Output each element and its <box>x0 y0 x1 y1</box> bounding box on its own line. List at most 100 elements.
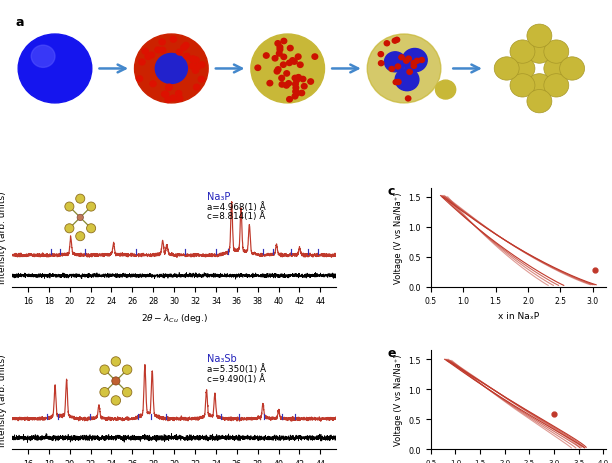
Circle shape <box>544 58 569 81</box>
Circle shape <box>292 94 298 100</box>
Circle shape <box>176 91 182 97</box>
Circle shape <box>286 61 293 66</box>
Circle shape <box>286 97 293 103</box>
Circle shape <box>275 68 281 73</box>
Circle shape <box>189 64 195 70</box>
X-axis label: x in NaₓP: x in NaₓP <box>498 311 539 320</box>
Circle shape <box>142 49 148 55</box>
Y-axis label: Intensity (arb. units): Intensity (arb. units) <box>0 191 7 284</box>
Circle shape <box>280 63 286 68</box>
Text: Na₃Sb: Na₃Sb <box>206 354 236 363</box>
Circle shape <box>292 76 298 81</box>
Circle shape <box>284 72 289 77</box>
Circle shape <box>198 77 204 83</box>
Circle shape <box>191 57 197 63</box>
Circle shape <box>170 38 176 43</box>
Circle shape <box>293 82 298 88</box>
Circle shape <box>184 54 190 60</box>
Y-axis label: Voltage (V vs Na/Na⁺): Voltage (V vs Na/Na⁺) <box>394 192 403 283</box>
Circle shape <box>181 45 187 51</box>
Circle shape <box>176 96 182 102</box>
Circle shape <box>165 98 171 103</box>
Circle shape <box>166 85 172 91</box>
Circle shape <box>411 64 417 69</box>
Circle shape <box>559 58 584 81</box>
Circle shape <box>544 75 569 98</box>
Circle shape <box>296 75 301 81</box>
Circle shape <box>297 63 303 68</box>
Circle shape <box>527 75 552 98</box>
Circle shape <box>279 76 285 81</box>
Circle shape <box>389 67 395 72</box>
Circle shape <box>406 97 411 102</box>
Circle shape <box>283 83 289 89</box>
Circle shape <box>176 50 182 56</box>
Circle shape <box>193 58 200 64</box>
Circle shape <box>160 48 166 54</box>
Circle shape <box>419 58 425 63</box>
Circle shape <box>384 42 390 47</box>
Text: c=9.490(1) Å: c=9.490(1) Å <box>206 373 265 383</box>
Circle shape <box>308 80 313 85</box>
Circle shape <box>406 57 411 62</box>
Circle shape <box>527 90 552 113</box>
Circle shape <box>277 52 282 57</box>
Circle shape <box>527 25 552 48</box>
Circle shape <box>527 41 552 64</box>
Circle shape <box>195 64 201 70</box>
Circle shape <box>281 39 286 44</box>
Circle shape <box>289 58 296 64</box>
Circle shape <box>148 53 155 59</box>
Circle shape <box>510 58 535 81</box>
Circle shape <box>301 84 307 90</box>
Circle shape <box>277 48 283 53</box>
Circle shape <box>31 46 55 68</box>
Circle shape <box>291 60 297 65</box>
Circle shape <box>162 92 168 98</box>
Text: a=5.350(1) Å: a=5.350(1) Å <box>206 363 266 373</box>
Circle shape <box>312 55 318 60</box>
Circle shape <box>395 65 401 70</box>
Circle shape <box>510 75 535 98</box>
Circle shape <box>274 69 280 75</box>
Circle shape <box>155 48 161 54</box>
Circle shape <box>286 81 291 87</box>
Circle shape <box>407 70 412 75</box>
Circle shape <box>378 62 384 67</box>
Circle shape <box>166 86 172 91</box>
Circle shape <box>399 56 404 61</box>
Circle shape <box>392 39 398 44</box>
Circle shape <box>277 45 283 51</box>
Text: Na₃P: Na₃P <box>206 191 230 201</box>
Text: e: e <box>387 347 395 360</box>
Circle shape <box>367 35 441 104</box>
Circle shape <box>414 59 420 64</box>
Circle shape <box>192 69 198 74</box>
Circle shape <box>396 80 401 85</box>
Circle shape <box>155 54 187 84</box>
Circle shape <box>393 81 398 86</box>
Y-axis label: Voltage (V vs Na/Na⁺): Voltage (V vs Na/Na⁺) <box>394 354 403 445</box>
Circle shape <box>378 52 384 57</box>
Circle shape <box>394 38 400 43</box>
Circle shape <box>267 81 273 87</box>
Circle shape <box>281 55 286 60</box>
Circle shape <box>136 76 143 82</box>
Circle shape <box>193 85 200 91</box>
Circle shape <box>299 91 305 96</box>
Circle shape <box>384 53 406 73</box>
Circle shape <box>494 58 519 81</box>
Text: a=4.968(1) Å: a=4.968(1) Å <box>206 201 265 211</box>
Circle shape <box>544 41 569 64</box>
Circle shape <box>279 82 285 88</box>
Circle shape <box>170 96 176 102</box>
Circle shape <box>18 35 92 104</box>
Circle shape <box>510 41 535 64</box>
Circle shape <box>255 66 261 71</box>
Circle shape <box>294 91 300 97</box>
Circle shape <box>183 44 189 49</box>
Circle shape <box>293 90 299 95</box>
Circle shape <box>395 69 419 92</box>
Circle shape <box>402 50 427 73</box>
Circle shape <box>190 57 196 63</box>
